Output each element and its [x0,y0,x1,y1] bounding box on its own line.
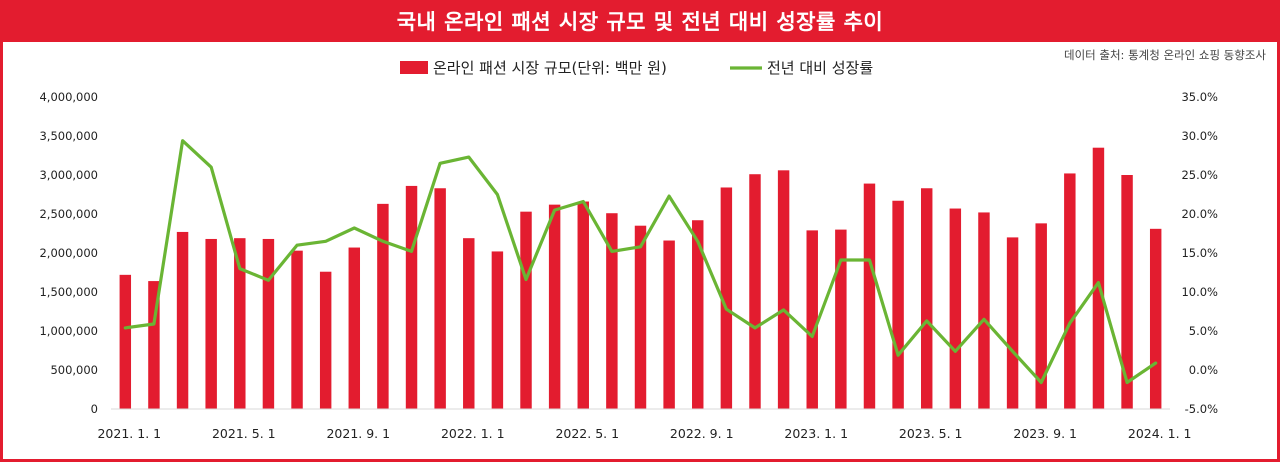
bar [1121,175,1133,409]
bar [491,251,504,409]
x-tick-label: 2021. 1. 1 [97,426,161,441]
x-tick-label: 2023. 9. 1 [1013,426,1077,441]
y-right-tick-label: 25.0% [1181,168,1218,182]
bar [148,281,160,409]
bar [348,247,361,409]
y-left-tick-label: 3,500,000 [39,129,98,143]
chart-title: 국내 온라인 패션 시장 규모 및 전년 대비 성장률 추이 [0,0,1280,42]
bar [749,174,761,409]
bar [634,225,647,409]
y-left-tick-label: 2,500,000 [39,207,98,221]
x-tick-label: 2022. 5. 1 [555,426,619,441]
y-axis-left: 0 500,000 1,000,000 1,500,000 2,000,000 2,500… [39,90,98,416]
y-right-tick-label: 35.0% [1181,90,1218,104]
bar [806,230,818,409]
bar [1006,237,1019,409]
x-tick-label: 2023. 1. 1 [784,426,848,441]
bar [978,212,990,409]
y-left-tick-label: 2,000,000 [39,246,98,260]
bar [720,187,733,409]
legend-bar-label: 온라인 패션 시장 규모(단위: 백만 원) [433,59,667,77]
bar-series [119,147,1162,409]
bar [463,238,475,409]
bar [319,271,332,409]
x-tick-label: 2022. 1. 1 [441,426,505,441]
bar [262,238,275,409]
bar [434,188,446,409]
bar [377,203,389,409]
data-source-note: 데이터 출처: 통계청 온라인 쇼핑 동향조사 [1063,48,1266,62]
bar [949,208,962,409]
bar [1035,223,1047,409]
bar [520,211,532,409]
legend-bar-swatch [400,61,428,74]
line-series [123,139,1158,385]
y-right-tick-label: 10.0% [1181,285,1218,299]
bar [835,229,847,409]
bar [205,238,217,409]
legend-line-label: 전년 대비 성장률 [767,59,873,77]
y-axis-right: -5.0% 0.0% 5.0% 10.0% 15.0% 20.0% 25.0% 30.0% 35… [1181,90,1218,416]
y-right-tick-label: 20.0% [1181,207,1218,221]
bar [692,220,704,409]
y-left-tick-label: 0 [91,402,98,416]
bar [663,240,675,409]
x-tick-label: 2022. 9. 1 [670,426,734,441]
bar [548,204,561,409]
y-right-tick-label: 30.0% [1181,129,1218,143]
y-left-tick-label: 3,000,000 [39,168,98,182]
bar [291,250,303,409]
y-right-tick-label: 5.0% [1189,324,1218,338]
x-tick-label: 2021. 9. 1 [326,426,390,441]
bar [892,200,904,409]
bar [863,183,876,409]
x-tick-label: 2021. 5. 1 [212,426,276,441]
x-tick-label: 2024. 1. 1 [1128,426,1192,441]
bar [1064,173,1076,409]
y-left-tick-label: 4,000,000 [39,90,98,104]
y-left-tick-label: 1,500,000 [39,285,98,299]
bar [176,231,189,409]
bar [234,238,246,409]
x-axis: 2021. 1. 1 2021. 5. 1 2021. 9. 1 2022. 1. 1… [97,408,1192,441]
bar [777,170,790,409]
y-right-tick-label: 15.0% [1181,246,1218,260]
bar [1092,147,1105,409]
bar [577,201,589,409]
y-right-tick-label: -5.0% [1185,402,1218,416]
legend: 온라인 패션 시장 규모(단위: 백만 원) 전년 대비 성장률 [400,59,873,77]
y-left-tick-label: 1,000,000 [39,324,98,338]
y-right-tick-label: 0.0% [1189,363,1218,377]
bar [119,274,132,409]
bar [1149,228,1162,409]
bar [606,213,618,409]
x-tick-label: 2023. 5. 1 [899,426,963,441]
bar [920,188,933,409]
bar [405,185,418,409]
y-left-tick-label: 500,000 [50,363,98,377]
